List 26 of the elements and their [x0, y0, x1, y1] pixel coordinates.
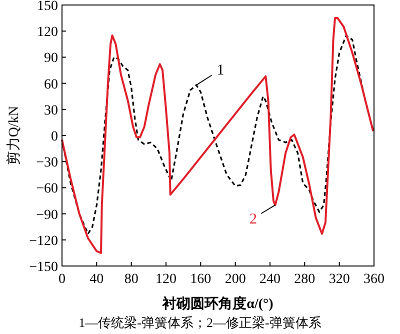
x-tick-label: 320 [328, 272, 350, 287]
y-axis-title: 剪力Q/kN [6, 106, 22, 166]
x-axis-title: 衬砌圆环角度α/(°) [162, 295, 274, 312]
line-series [61, 17, 374, 254]
y-tick-label: −90 [36, 208, 58, 223]
y-tick-label: 90 [44, 51, 58, 66]
x-tick-label: 360 [364, 272, 384, 287]
legend-label: 1 [216, 62, 224, 79]
x-tick-label: 200 [224, 272, 246, 287]
series-label: 2 [249, 211, 257, 228]
y-tick-label: 60 [44, 77, 58, 92]
y-tick-label: 150 [37, 0, 58, 14]
y-tick-label: −150 [29, 260, 58, 275]
x-tick-label: 280 [294, 272, 316, 287]
y-tick-label: −30 [36, 156, 58, 171]
y-tick-label: 30 [44, 103, 58, 118]
y-tick-label: 0 [51, 130, 58, 144]
x-tick-label: 40 [90, 272, 104, 287]
x-tick-label: 120 [156, 272, 176, 287]
x-tick-label: 80 [124, 272, 138, 287]
x-tick-label: 240 [260, 272, 280, 287]
x-tick-label: 160 [190, 272, 212, 287]
y-tick-label: −60 [36, 182, 58, 197]
y-tick-label: 120 [37, 25, 58, 40]
text: 1—传统梁-弹簧体系；2—修正梁-弹簧体系 [78, 315, 322, 330]
y-tick-label: −120 [29, 234, 58, 249]
